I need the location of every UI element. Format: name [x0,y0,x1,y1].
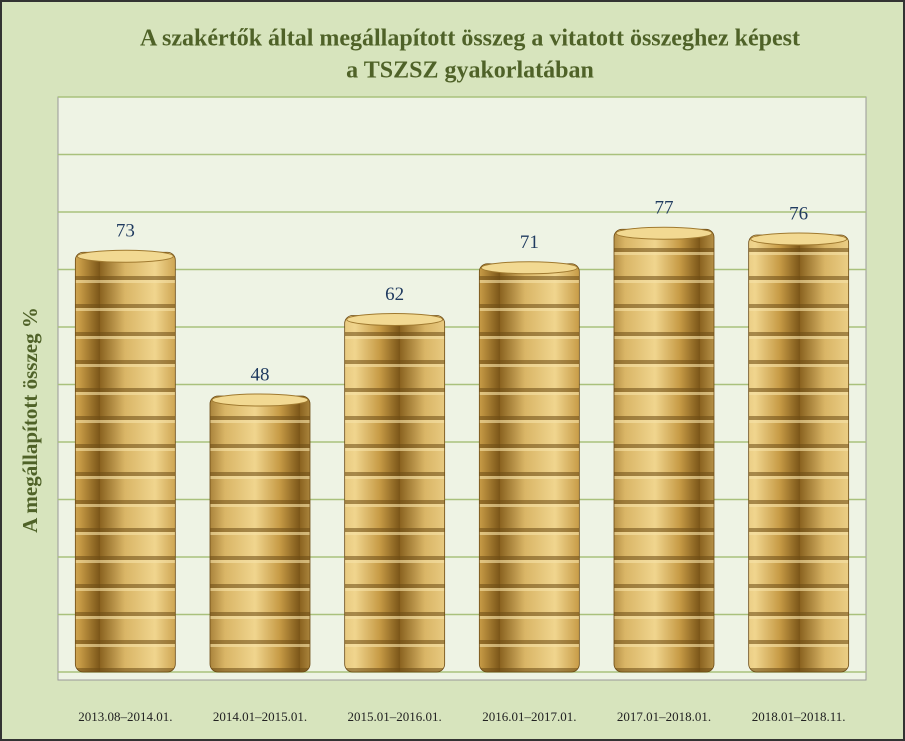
coin-top [77,250,173,262]
coin-top [212,394,308,406]
coin-top [751,233,847,245]
bar [749,235,849,672]
x-tick-label: 2018.01–2018.11. [752,709,846,724]
chart-subtitle: a TSZSZ gyakorlatában [346,58,594,84]
value-label: 77 [655,198,674,219]
page: A szakértők által megállapított összeg a… [0,0,905,741]
value-label: 71 [520,232,539,253]
x-tick-label: 2015.01–2016.01. [348,709,442,724]
coin-top [481,262,577,274]
x-tick-label: 2014.01–2015.01. [213,709,307,724]
bar [75,252,175,672]
bar [479,264,579,672]
coin-top [347,314,443,326]
x-tick-label: 2013.08–2014.01. [78,709,172,724]
x-tick-label: 2016.01–2017.01. [482,709,576,724]
bar [614,229,714,672]
value-label: 48 [251,364,270,385]
bar [210,396,310,672]
chart-title: A szakértők által megállapított összeg a… [140,26,800,52]
value-label: 76 [789,203,808,224]
plot-area [58,97,866,680]
value-label: 73 [116,221,135,242]
x-tick-label: 2017.01–2018.01. [617,709,711,724]
bar [345,316,445,673]
value-label: 62 [385,284,404,305]
y-axis-label: A megállapított összeg % [18,307,42,533]
coin-top [616,227,712,239]
chart: A szakértők által megállapított összeg a… [0,0,905,741]
